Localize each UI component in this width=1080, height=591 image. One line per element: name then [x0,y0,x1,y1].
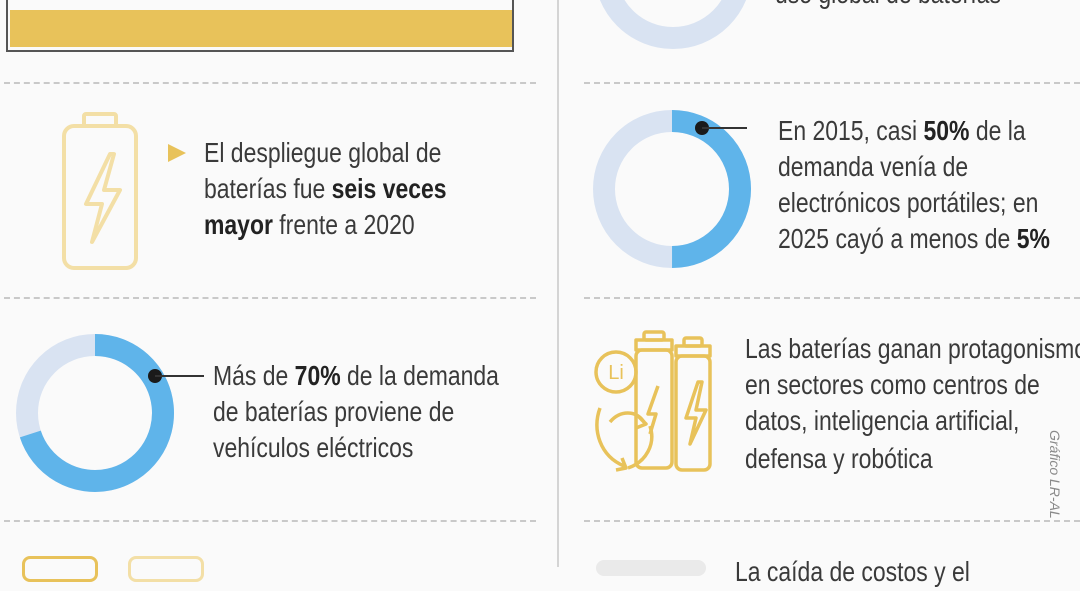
credit: Gráfico LR-AL [1047,430,1063,519]
portable-line-2: demanda venía de [778,151,969,182]
divider [4,297,536,299]
sectors-line-2: en sectores como centros de [745,369,1040,400]
bottom-icon-partial [128,556,204,582]
partial-bottom-text: La caída de costos y el [735,556,970,587]
li-label: Li [608,362,624,384]
sectors-line-1: Las baterías ganan protagonismo [745,333,1080,364]
ev-line-2: de baterías proviene de [213,396,455,427]
column-divider [557,0,559,567]
partial-top-text: uso global de baterías [775,0,1001,13]
ev-leader-line [178,375,204,377]
divider [4,82,536,84]
sectors-line-4: defensa y robótica [745,443,933,474]
triangle-bullet [168,144,186,162]
top-donut-partial [599,0,747,49]
deploy-line-2: baterías fue seis veces [204,173,447,204]
portable-line-4: 2025 cayó a menos de 5% [778,223,1050,254]
divider [4,520,536,522]
divider [584,297,1080,299]
gold-bar [10,10,512,47]
divider [584,520,1080,522]
donut-portable [593,110,752,268]
bottom-icon-partial [596,560,706,576]
bottom-icon-partial [22,556,98,582]
divider [584,82,1080,84]
portable-line-1: En 2015, casi 50% de la [778,115,1026,146]
portable-line-3: electrónicos portátiles; en [778,187,1039,218]
ev-line-1: Más de 70% de la demanda [213,360,499,391]
ev-line-3: vehículos eléctricos [213,432,414,463]
lithium-batteries-icon: Li [594,330,712,472]
deploy-line-3: mayor frente a 2020 [204,209,415,240]
sectors-line-3: datos, inteligencia artificial, [745,405,1020,436]
deploy-line-1: El despliegue global de [204,137,442,168]
battery-bolt-icon [62,112,138,270]
donut-ev [16,334,178,492]
